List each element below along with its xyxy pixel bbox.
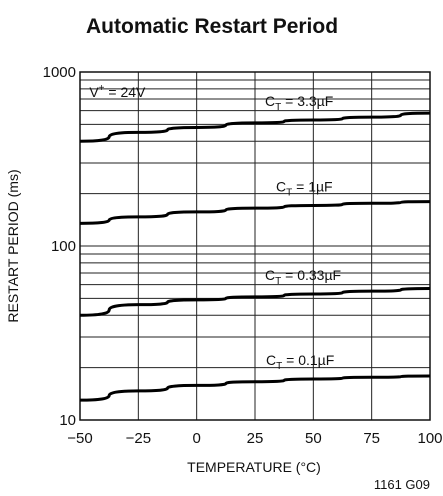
condition-label: V+ = 24V xyxy=(89,83,146,100)
series-label: CT = 0.33µF xyxy=(265,267,341,287)
y-axis-label: RESTART PERIOD (ms) xyxy=(5,169,21,322)
x-tick-label: −50 xyxy=(67,430,92,447)
grid xyxy=(79,71,431,421)
curves xyxy=(79,111,431,402)
curve-labels: V+ = 24V CT = 3.3µF CT = 1µF CT = 0.33µF CT … xyxy=(89,83,341,372)
plot-frame xyxy=(79,71,431,421)
series-line xyxy=(79,286,431,317)
series-line xyxy=(79,111,431,143)
x-tick-label: 0 xyxy=(192,430,200,447)
y-tick-label: 10 xyxy=(59,412,76,429)
series-label: CT = 0.1µF xyxy=(266,352,334,372)
x-tick-label: 50 xyxy=(305,430,322,447)
series-label: CT = 3.3µF xyxy=(265,93,333,113)
series-line xyxy=(79,200,431,225)
x-tick-label: 75 xyxy=(363,430,380,447)
y-tick-label: 100 xyxy=(51,238,76,255)
x-axis-label: TEMPERATURE (°C) xyxy=(187,459,321,475)
x-tick-label: −25 xyxy=(126,430,151,447)
ticks: −50 −25 0 25 50 75 100 1000 100 10 xyxy=(43,64,443,447)
chart-title: Automatic Restart Period xyxy=(86,15,338,38)
series-label: CT = 1µF xyxy=(276,178,333,198)
x-tick-label: 100 xyxy=(417,430,442,447)
figure-id: 1161 G09 xyxy=(374,477,430,492)
x-tick-label: 25 xyxy=(247,430,264,447)
series-line xyxy=(79,374,431,402)
y-tick-label: 1000 xyxy=(43,64,76,81)
